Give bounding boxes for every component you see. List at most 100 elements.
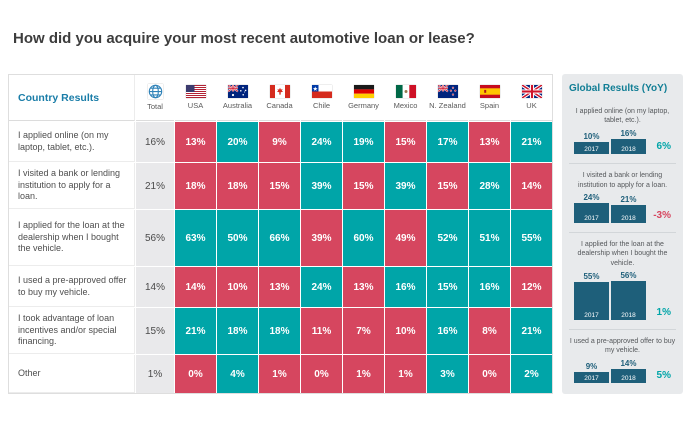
yoy-bar-value: 55% bbox=[583, 271, 600, 281]
yoy-bar-value: 56% bbox=[620, 271, 637, 281]
column-header-spain: Spain bbox=[469, 75, 510, 121]
yoy-bar-year-label: 2018 bbox=[621, 146, 636, 154]
value-cell-germany: 60% bbox=[343, 210, 384, 266]
yoy-delta: 1% bbox=[656, 306, 671, 318]
yoy-bar-2017: 2017 bbox=[574, 281, 609, 320]
value-cell-mexico: 10% bbox=[385, 308, 426, 354]
yoy-delta: 6% bbox=[656, 141, 671, 153]
uk-flag-icon bbox=[521, 85, 542, 98]
column-header-germany: Germany bbox=[343, 75, 384, 121]
value-cell-usa: 14% bbox=[175, 267, 216, 307]
yoy-bars: 55% 2017 56% 2018 bbox=[574, 271, 646, 320]
value-cell-canada: 18% bbox=[259, 308, 300, 354]
yoy-bar-chart: 24% 2017 21% 2018 -3% bbox=[569, 193, 676, 223]
yoy-bar-group: 9% 2017 bbox=[574, 362, 609, 383]
total-value-cell: 16% bbox=[136, 122, 174, 162]
yoy-section: I visited a bank or lending institution … bbox=[569, 164, 676, 233]
australia-flag-icon bbox=[227, 85, 248, 98]
column-header-mexico: Mexico bbox=[385, 75, 426, 121]
value-cell-chile: 11% bbox=[301, 308, 342, 354]
value-cell-germany: 19% bbox=[343, 122, 384, 162]
yoy-caption: I applied online (on my laptop, tablet, … bbox=[575, 108, 670, 125]
globe-icon bbox=[148, 84, 163, 99]
value-cell-australia: 18% bbox=[217, 163, 258, 209]
column-header-uk: UK bbox=[511, 75, 552, 121]
value-cell-uk: 21% bbox=[511, 122, 552, 162]
yoy-bar-2017: 2017 bbox=[574, 203, 609, 223]
panel-title: Global Results (YoY) bbox=[569, 83, 668, 94]
value-cell-spain: 13% bbox=[469, 122, 510, 162]
value-cell-chile: 24% bbox=[301, 122, 342, 162]
value-cell-australia: 18% bbox=[217, 308, 258, 354]
yoy-section: I used a pre-approved offer to buy my ve… bbox=[569, 330, 676, 383]
country-results-table: Country Results Total USA Australia Canada C… bbox=[8, 74, 553, 394]
yoy-bar-2017: 2017 bbox=[574, 371, 609, 383]
yoy-bar-group: 56% 2018 bbox=[611, 271, 646, 320]
yoy-bar-value: 14% bbox=[620, 358, 637, 368]
value-cell-canada: 1% bbox=[259, 355, 300, 393]
column-header-total: Total bbox=[136, 75, 174, 121]
row-label: I used a pre-approved offer to buy my ve… bbox=[9, 267, 135, 307]
column-header-nzealand: N. Zealand bbox=[427, 75, 468, 121]
yoy-sections: I applied online (on my laptop, tablet, … bbox=[569, 100, 676, 383]
value-cell-spain: 51% bbox=[469, 210, 510, 266]
yoy-bar-chart: 55% 2017 56% 2018 1% bbox=[569, 271, 676, 320]
value-cell-chile: 39% bbox=[301, 210, 342, 266]
column-header-australia: Australia bbox=[217, 75, 258, 121]
column-label-mexico: Mexico bbox=[393, 101, 418, 110]
content-layout: Country Results Total USA Australia Canada C… bbox=[8, 74, 683, 394]
column-label-spain: Spain bbox=[479, 101, 500, 110]
column-label-nzealand: N. Zealand bbox=[429, 101, 466, 110]
column-label-usa: USA bbox=[187, 101, 204, 110]
value-cell-australia: 10% bbox=[217, 267, 258, 307]
yoy-bar-2018: 2018 bbox=[611, 204, 646, 223]
yoy-bar-chart: 9% 2017 14% 2018 5% bbox=[569, 359, 676, 383]
yoy-bar-value: 24% bbox=[583, 193, 600, 203]
value-cell-mexico: 1% bbox=[385, 355, 426, 393]
yoy-section: I applied for the loan at the dealership… bbox=[569, 233, 676, 330]
yoy-bar-year-label: 2018 bbox=[621, 311, 636, 319]
value-cell-australia: 50% bbox=[217, 210, 258, 266]
column-header-usa: USA bbox=[175, 75, 216, 121]
yoy-delta: -3% bbox=[653, 209, 671, 221]
spain-flag-icon bbox=[479, 85, 500, 98]
yoy-bar-year-label: 2017 bbox=[584, 374, 599, 382]
yoy-bar-value: 9% bbox=[585, 361, 598, 371]
value-cell-uk: 14% bbox=[511, 163, 552, 209]
row-label: I applied for the loan at the dealership… bbox=[9, 210, 135, 266]
value-cell-nzealand: 52% bbox=[427, 210, 468, 266]
column-header-chile: Chile bbox=[301, 75, 342, 121]
value-cell-mexico: 39% bbox=[385, 163, 426, 209]
yoy-bar-group: 55% 2017 bbox=[574, 272, 609, 320]
global-results-panel: Global Results (YoY) I applied online (o… bbox=[562, 74, 683, 394]
yoy-bar-year-label: 2017 bbox=[584, 311, 599, 319]
germany-flag-icon bbox=[353, 85, 374, 98]
yoy-bar-year-label: 2017 bbox=[584, 214, 599, 222]
total-value-cell: 21% bbox=[136, 163, 174, 209]
value-cell-canada: 66% bbox=[259, 210, 300, 266]
row-label: Other bbox=[9, 355, 135, 393]
value-cell-canada: 9% bbox=[259, 122, 300, 162]
yoy-bar-2018: 2018 bbox=[611, 368, 646, 383]
value-cell-chile: 0% bbox=[301, 355, 342, 393]
yoy-caption: I applied for the loan at the dealership… bbox=[577, 240, 668, 267]
page-title: How did you acquire your most recent aut… bbox=[13, 30, 475, 47]
yoy-bar-group: 14% 2018 bbox=[611, 359, 646, 383]
value-cell-nzealand: 15% bbox=[427, 163, 468, 209]
value-cell-spain: 8% bbox=[469, 308, 510, 354]
yoy-bar-value: 10% bbox=[583, 132, 600, 142]
value-cell-canada: 13% bbox=[259, 267, 300, 307]
value-cell-uk: 2% bbox=[511, 355, 552, 393]
value-cell-nzealand: 3% bbox=[427, 355, 468, 393]
value-cell-nzealand: 15% bbox=[427, 267, 468, 307]
yoy-bar-2018: 2018 bbox=[611, 138, 646, 155]
value-cell-usa: 21% bbox=[175, 308, 216, 354]
yoy-bar-value: 16% bbox=[620, 128, 637, 138]
row-label: I visited a bank or lending institution … bbox=[9, 163, 135, 209]
value-cell-nzealand: 16% bbox=[427, 308, 468, 354]
total-value-cell: 1% bbox=[136, 355, 174, 393]
value-cell-germany: 13% bbox=[343, 267, 384, 307]
value-cell-spain: 28% bbox=[469, 163, 510, 209]
yoy-bar-chart: 10% 2017 16% 2018 6% bbox=[569, 128, 676, 155]
mexico-flag-icon bbox=[395, 85, 416, 98]
